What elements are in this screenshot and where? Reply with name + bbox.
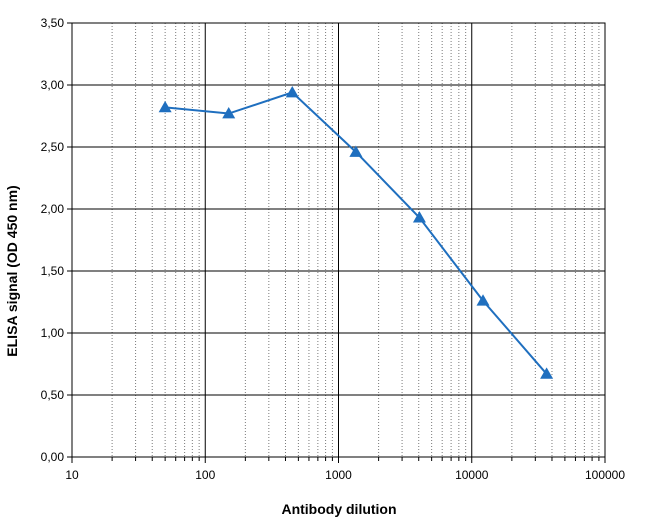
plot-frame xyxy=(71,22,606,458)
y-tick-label: 3,00 xyxy=(41,78,65,92)
y-tick-label: 1,50 xyxy=(41,264,65,278)
x-tick-label: 1000 xyxy=(325,468,352,482)
x-axis-title: Antibody dilution xyxy=(281,501,396,517)
x-tick-label: 100000 xyxy=(585,468,625,482)
data-point-triangle xyxy=(349,145,363,157)
x-tick-label: 10000 xyxy=(455,468,489,482)
data-point-triangle xyxy=(540,367,554,379)
series-line xyxy=(165,91,548,375)
y-tick-label: 2,50 xyxy=(41,140,65,154)
y-tick-label: 3,50 xyxy=(41,16,65,30)
y-tick-labels: 0,00 0,50 1,00 1,50 2,00 2,50 3,00 3,50 xyxy=(41,16,65,464)
y-tick-label: 2,00 xyxy=(41,202,65,216)
x-tick-label: 10 xyxy=(65,468,79,482)
data-series xyxy=(158,85,554,379)
x-tick-labels: 10 100 1000 10000 100000 xyxy=(65,468,625,482)
y-tick-label: 0,50 xyxy=(41,388,65,402)
data-point-triangle xyxy=(222,107,236,119)
data-point-triangle xyxy=(285,85,299,98)
y-axis-title: ELISA signal (OD 450 nm) xyxy=(4,185,20,356)
data-point-triangle xyxy=(412,211,426,223)
data-point-triangle xyxy=(476,294,490,306)
minor-grid xyxy=(111,23,600,457)
y-tick-label: 0,00 xyxy=(41,450,65,464)
y-tick-label: 1,00 xyxy=(41,326,65,340)
x-tick-label: 100 xyxy=(195,468,215,482)
data-point-triangle xyxy=(158,100,172,113)
axes xyxy=(67,22,606,463)
